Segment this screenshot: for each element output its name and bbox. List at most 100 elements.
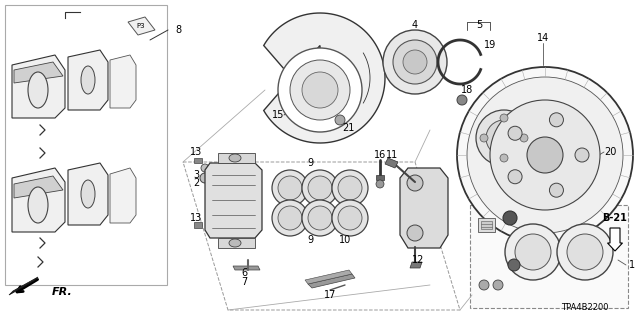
Text: FR.: FR. <box>52 287 72 297</box>
Ellipse shape <box>302 200 338 236</box>
Ellipse shape <box>527 137 563 173</box>
Text: 4: 4 <box>412 20 418 30</box>
Polygon shape <box>194 158 202 163</box>
Ellipse shape <box>393 40 437 84</box>
Polygon shape <box>9 277 38 295</box>
Text: 9: 9 <box>307 235 313 245</box>
Polygon shape <box>305 270 352 284</box>
Text: 20: 20 <box>604 147 616 157</box>
Ellipse shape <box>229 154 241 162</box>
Text: 3: 3 <box>193 170 199 180</box>
Ellipse shape <box>272 170 308 206</box>
Polygon shape <box>264 13 385 143</box>
Ellipse shape <box>486 120 522 156</box>
Text: 6: 6 <box>241 268 247 278</box>
Ellipse shape <box>308 206 332 230</box>
Text: 17: 17 <box>324 290 336 300</box>
FancyArrow shape <box>607 228 623 251</box>
Ellipse shape <box>515 234 551 270</box>
Ellipse shape <box>302 170 338 206</box>
Polygon shape <box>205 163 262 238</box>
Ellipse shape <box>496 130 512 146</box>
Polygon shape <box>12 55 65 118</box>
Text: 5: 5 <box>476 20 482 30</box>
Ellipse shape <box>290 60 350 120</box>
Text: 14: 14 <box>537 33 549 43</box>
Text: 2: 2 <box>193 178 199 188</box>
Polygon shape <box>14 176 63 198</box>
Ellipse shape <box>28 72 48 108</box>
Ellipse shape <box>308 176 332 200</box>
Polygon shape <box>68 50 108 110</box>
Polygon shape <box>218 238 255 248</box>
Polygon shape <box>128 17 155 35</box>
Polygon shape <box>194 222 202 228</box>
Ellipse shape <box>493 280 503 290</box>
Ellipse shape <box>338 176 362 200</box>
Polygon shape <box>110 168 136 223</box>
Polygon shape <box>481 221 492 229</box>
Ellipse shape <box>503 211 517 225</box>
Ellipse shape <box>335 115 345 125</box>
Ellipse shape <box>505 224 561 280</box>
Ellipse shape <box>567 234 603 270</box>
Ellipse shape <box>278 48 362 132</box>
Text: 12: 12 <box>412 255 424 265</box>
Ellipse shape <box>520 134 528 142</box>
Ellipse shape <box>508 259 520 271</box>
Ellipse shape <box>508 126 522 140</box>
Ellipse shape <box>28 187 48 223</box>
Ellipse shape <box>549 183 563 197</box>
Text: 19: 19 <box>484 40 496 50</box>
Ellipse shape <box>407 225 423 241</box>
Ellipse shape <box>457 95 467 105</box>
Polygon shape <box>478 218 495 232</box>
Text: 1: 1 <box>629 260 635 270</box>
Ellipse shape <box>383 30 447 94</box>
Polygon shape <box>14 62 63 83</box>
Ellipse shape <box>476 110 532 166</box>
Ellipse shape <box>457 67 633 243</box>
Text: 8: 8 <box>175 25 181 35</box>
Ellipse shape <box>332 170 368 206</box>
Ellipse shape <box>278 176 302 200</box>
Ellipse shape <box>338 206 362 230</box>
Ellipse shape <box>549 113 563 127</box>
Ellipse shape <box>332 200 368 236</box>
Text: 10: 10 <box>339 235 351 245</box>
Text: 13: 13 <box>190 147 202 157</box>
Polygon shape <box>68 163 108 225</box>
Polygon shape <box>385 158 398 168</box>
Text: B-21: B-21 <box>603 213 627 223</box>
Text: TPA4B2200: TPA4B2200 <box>561 303 609 313</box>
Ellipse shape <box>575 148 589 162</box>
Ellipse shape <box>467 77 623 233</box>
Ellipse shape <box>490 100 600 210</box>
Ellipse shape <box>200 173 210 183</box>
Polygon shape <box>218 153 255 163</box>
Polygon shape <box>12 168 65 232</box>
Text: 21: 21 <box>342 123 354 133</box>
Ellipse shape <box>407 175 423 191</box>
Ellipse shape <box>480 134 488 142</box>
Bar <box>470 205 628 308</box>
Text: P3: P3 <box>137 23 145 29</box>
Text: 16: 16 <box>374 150 386 160</box>
Polygon shape <box>410 262 422 268</box>
Text: 15: 15 <box>272 110 284 120</box>
Text: 11: 11 <box>386 150 398 160</box>
Ellipse shape <box>500 154 508 162</box>
Ellipse shape <box>81 66 95 94</box>
Polygon shape <box>233 266 260 270</box>
Polygon shape <box>308 274 355 288</box>
Ellipse shape <box>508 170 522 184</box>
Polygon shape <box>400 168 448 248</box>
Ellipse shape <box>500 114 508 122</box>
Ellipse shape <box>278 206 302 230</box>
Text: 7: 7 <box>241 277 247 287</box>
Ellipse shape <box>302 72 338 108</box>
Bar <box>5 5 167 285</box>
Text: 18: 18 <box>461 85 473 95</box>
Ellipse shape <box>403 50 427 74</box>
Ellipse shape <box>81 180 95 208</box>
